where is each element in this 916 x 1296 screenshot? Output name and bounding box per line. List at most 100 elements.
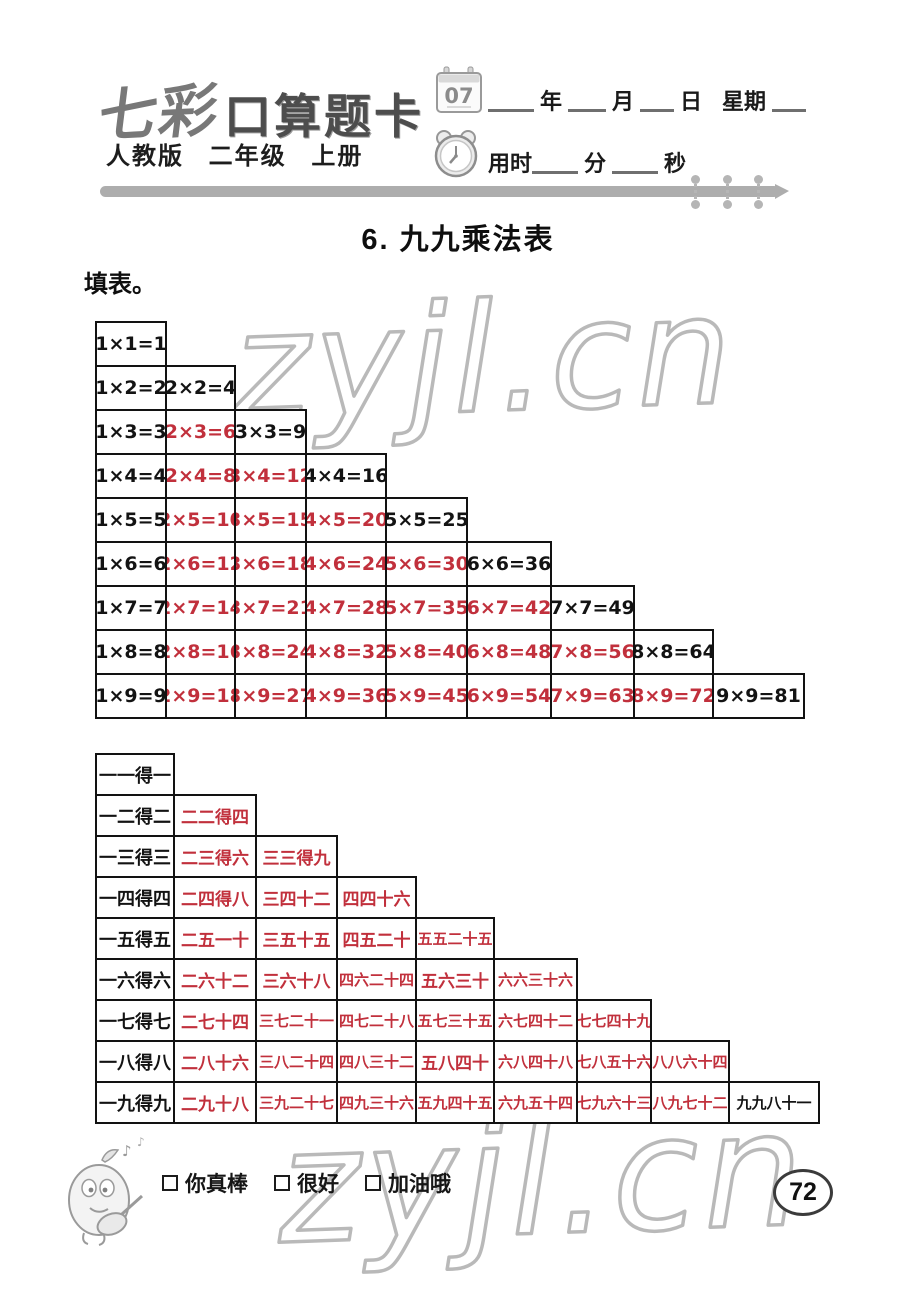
multiplication-cell: 2×4=8	[165, 453, 236, 499]
rhyme-cell: 八八六十四	[650, 1040, 730, 1083]
day-label: 日	[680, 89, 703, 114]
time-prefix: 用时	[488, 151, 533, 176]
table-row: 1×9=92×9=183×9=274×9=365×9=456×9=547×9=6…	[95, 673, 805, 719]
binding-stitch	[754, 175, 763, 209]
multiplication-cell: 3×7=21	[234, 585, 307, 631]
rhyme-cell: 六六三十六	[493, 958, 578, 1001]
table-row: 一九得九 二九十八 三九二十七 四九三十六 五九四十五 六九五十四 七九六十三 八九七十二 九九…	[95, 1081, 820, 1124]
svg-text:♪: ♪	[137, 1136, 145, 1149]
multiplication-cell: 7×9=63	[550, 673, 635, 719]
rhyme-cell: 一八得八	[95, 1040, 175, 1083]
rhyme-cell: 一六得六	[95, 958, 175, 1001]
rhyme-cell: 七七四十九	[576, 999, 652, 1042]
multiplication-cell: 1×1=1	[95, 321, 167, 367]
rhyme-cell: 六九五十四	[493, 1081, 578, 1124]
multiplication-cell: 1×8=8	[95, 629, 167, 675]
checkbox-item: 很好	[274, 1168, 339, 1198]
checkbox-box	[365, 1175, 381, 1191]
edition-label: 人教版 二年级 上册	[106, 143, 364, 170]
multiplication-cell: 9×9=81	[712, 673, 805, 719]
rhyme-cell: 二四得八	[173, 876, 257, 919]
rhyme-cell: 三六十八	[255, 958, 338, 1001]
day-blank	[640, 92, 675, 112]
year-label: 年	[540, 89, 563, 114]
rhyme-cell: 六七四十二	[493, 999, 578, 1042]
rhyme-cell: 三三得九	[255, 835, 338, 878]
multiplication-cell: 3×6=18	[234, 541, 307, 587]
multiplication-cell: 4×8=32	[305, 629, 387, 675]
seconds-blank	[612, 154, 659, 174]
rhyme-cell: 五六三十	[415, 958, 495, 1001]
multiplication-cell: 4×7=28	[305, 585, 387, 631]
rhyme-cell: 二六十二	[173, 958, 257, 1001]
multiplication-cell: 6×9=54	[466, 673, 552, 719]
rhyme-cell: 二三得六	[173, 835, 257, 878]
multiplication-cell: 2×9=18	[165, 673, 236, 719]
checkbox-label: 你真棒	[185, 1173, 248, 1196]
multiplication-cell: 5×9=45	[385, 673, 468, 719]
checkbox-box	[162, 1175, 178, 1191]
divider-bar	[100, 184, 789, 199]
multiplication-cell: 1×2=2	[95, 365, 167, 411]
table-row: 1×4=42×4=83×4=124×4=16	[95, 453, 805, 499]
multiplication-cell: 7×8=56	[550, 629, 635, 675]
page-number-badge: 72	[773, 1169, 833, 1216]
multiplication-cell: 3×4=12	[234, 453, 307, 499]
section-title: 6. 九九乘法表	[361, 224, 555, 256]
rhyme-cell: 五九四十五	[415, 1081, 495, 1124]
instruction-label: 填表。	[84, 271, 156, 298]
rhyme-cell: 二八十六	[173, 1040, 257, 1083]
multiplication-cell: 2×5=10	[165, 497, 236, 543]
table-row: 一四得四 二四得八 三四十二 四四十六	[95, 876, 820, 919]
multiplication-cell: 8×9=72	[633, 673, 714, 719]
table-row: 一三得三 二三得六 三三得九	[95, 835, 820, 878]
checkbox-label: 很好	[297, 1173, 339, 1196]
table-row: 一一得一	[95, 753, 820, 796]
brand-logo: 七彩 口算题卡	[95, 66, 425, 150]
table-row: 1×8=82×8=163×8=244×8=325×8=406×8=487×8=5…	[95, 629, 805, 675]
table-row: 一七得七 二七十四 三七二十一 四七二十八 五七三十五 六七四十二 七七四十九	[95, 999, 820, 1042]
multiplication-cell: 1×9=9	[95, 673, 167, 719]
multiplication-cell: 6×7=42	[466, 585, 552, 631]
rhyme-cell: 三五十五	[255, 917, 338, 960]
multiplication-cell: 2×3=6	[165, 409, 236, 455]
rhyme-cell: 八九七十二	[650, 1081, 730, 1124]
multiplication-cell: 5×7=35	[385, 585, 468, 631]
rhyme-cell: 一一得一	[95, 753, 175, 796]
rhyme-cell: 二九十八	[173, 1081, 257, 1124]
rhyme-cell: 三七二十一	[255, 999, 338, 1042]
multiplication-cell: 1×6=6	[95, 541, 167, 587]
multiplication-cell: 4×9=36	[305, 673, 387, 719]
multiplication-cell: 7×7=49	[550, 585, 635, 631]
logo-main-text: 口算题卡	[224, 90, 425, 143]
multiplication-cell: 2×6=12	[165, 541, 236, 587]
rhyme-cell: 五五二十五	[415, 917, 495, 960]
checkbox-item: 你真棒	[162, 1168, 248, 1198]
rhyme-cell: 一四得四	[95, 876, 175, 919]
rhyme-cell: 一七得七	[95, 999, 175, 1042]
rhyme-table: 一一得一 一二得二 二二得四 一三得三 二三得六 三三得九 一四得四 二四得八 三四十二 四四十六…	[95, 753, 820, 1124]
multiplication-cell: 4×6=24	[305, 541, 387, 587]
rhyme-cell: 五八四十	[415, 1040, 495, 1083]
multiplication-cell: 6×6=36	[466, 541, 552, 587]
multiplication-cell: 3×9=27	[234, 673, 307, 719]
rhyme-cell: 六八四十八	[493, 1040, 578, 1083]
mascot-illustration: ♪ ♪	[52, 1135, 162, 1253]
multiplication-cell: 2×8=16	[165, 629, 236, 675]
month-blank	[568, 92, 607, 112]
rhyme-cell: 一九得九	[95, 1081, 175, 1124]
multiplication-table: 1×1=1 1×2=2 2×2=4 1×3=3 2×3=6 3×3=9 1×4=4 2×4=8…	[95, 321, 805, 719]
table-row: 一八得八 二八十六 三八二十四 四八三十二 五八四十 六八四十八 七八五十六 八八六十四	[95, 1040, 820, 1083]
seconds-label: 秒	[664, 151, 687, 176]
rhyme-cell: 三九二十七	[255, 1081, 338, 1124]
rhyme-cell: 二五一十	[173, 917, 257, 960]
minutes-label: 分	[584, 151, 607, 176]
week-blank	[772, 92, 807, 112]
multiplication-cell: 1×4=4	[95, 453, 167, 499]
rhyme-cell: 四七二十八	[336, 999, 417, 1042]
checkbox-label: 加油哦	[388, 1173, 451, 1196]
multiplication-cell: 4×4=16	[305, 453, 387, 499]
rhyme-cell: 一五得五	[95, 917, 175, 960]
table-row: 1×3=3 2×3=6 3×3=9	[95, 409, 805, 455]
